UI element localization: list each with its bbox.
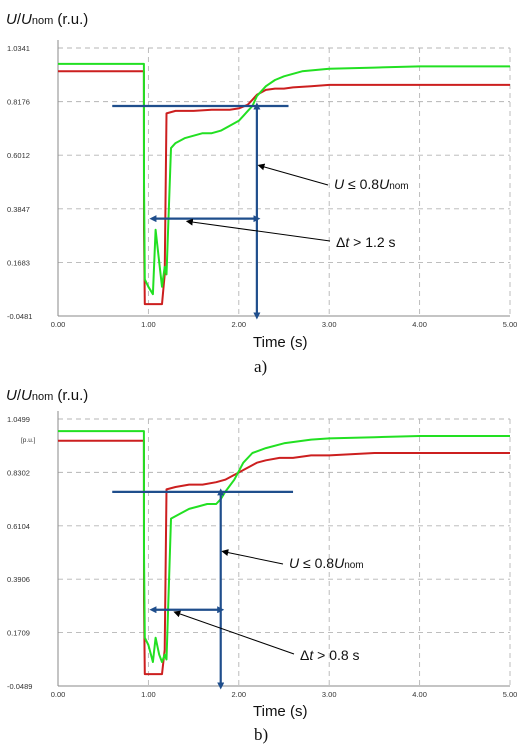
voltage-condition-label: U ≤ 0.8Unom [289, 555, 364, 571]
y-tick-label: -0.0489 [7, 682, 32, 691]
y-tick-label: 0.8176 [7, 98, 30, 107]
y-tick-label: -0.0481 [7, 312, 32, 321]
y-axis-title: U/Unom (r.u.) [6, 387, 88, 404]
x-tick-label: 1.00 [141, 320, 156, 329]
y-axis-title: U/Unom (r.u.) [6, 11, 88, 28]
x-tick-label: 0.00 [51, 320, 66, 329]
y-tick-label: 0.1683 [7, 258, 30, 267]
y-tick-label: 0.6104 [7, 522, 30, 531]
series-line-green [58, 430, 510, 663]
x-tick-label: 3.00 [322, 690, 337, 699]
y-tick-label: 0.1709 [7, 629, 30, 638]
series-line-red [58, 70, 510, 306]
panel-label: a) [254, 357, 267, 376]
x-tick-label: 2.00 [231, 320, 246, 329]
y-tick-label: 1.0341 [7, 44, 30, 53]
unit-tag: [p.u.] [21, 437, 36, 444]
duration-condition-label: Δt > 1.2 s [336, 234, 396, 250]
x-tick-label: 5.00 [503, 690, 518, 699]
x-tick-label: 1.00 [141, 690, 156, 699]
chart-panel-a: U/Unom (r.u.) -0.0481 0.1683 0.3847 0.6012 0… [6, 11, 517, 376]
pointer-arrow-duration [173, 610, 295, 655]
x-tick-label: 4.00 [412, 320, 427, 329]
series-line-green [58, 62, 510, 296]
y-tick-label: 0.3906 [7, 575, 30, 584]
y-tick-label: 1.0499 [7, 415, 30, 424]
x-tick-label: 5.00 [503, 320, 518, 329]
pointer-arrow-duration [185, 218, 331, 242]
y-tick-label: 0.3847 [7, 205, 30, 214]
pointer-arrow-voltage [221, 549, 284, 565]
pointer-arrow-voltage [257, 163, 329, 186]
x-axis-title: Time (s) [253, 334, 307, 351]
voltage-condition-label: U ≤ 0.8Unom [334, 176, 409, 192]
panel-label: b) [254, 725, 268, 744]
x-tick-label: 0.00 [51, 690, 66, 699]
duration-condition-label: Δt > 0.8 s [300, 647, 360, 663]
x-tick-label: 4.00 [412, 690, 427, 699]
series-line-red [58, 439, 510, 676]
chart-panel-b: U/Unom (r.u.) [p.u.] -0.0489 0.1709 0.3906… [6, 387, 517, 744]
x-axis-title: Time (s) [253, 703, 307, 720]
y-tick-label: 0.8302 [7, 468, 30, 477]
x-tick-label: 2.00 [231, 690, 246, 699]
x-tick-label: 3.00 [322, 320, 337, 329]
y-tick-label: 0.6012 [7, 151, 30, 160]
